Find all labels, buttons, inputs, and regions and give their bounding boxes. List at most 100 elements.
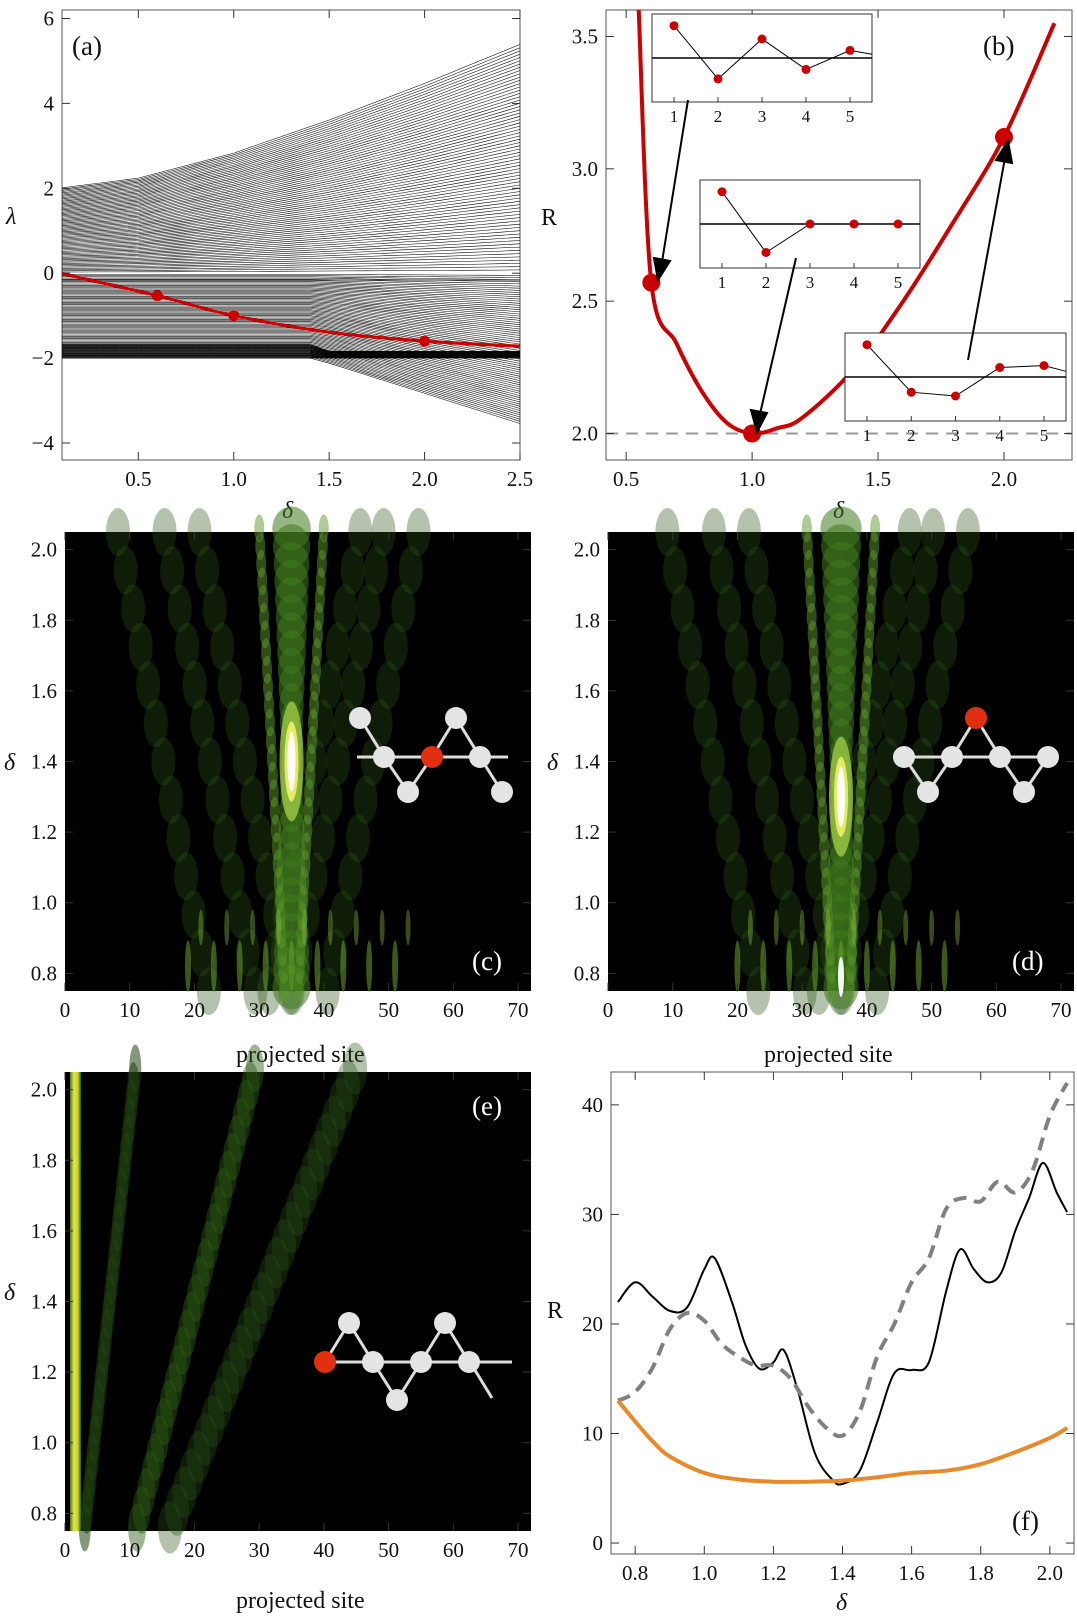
upper-band-line: [61, 256, 521, 268]
x-tick-label: 70: [508, 998, 529, 1022]
inset-tick-label: 5: [846, 107, 855, 126]
heatmap-blob: [202, 584, 227, 633]
heatmap-blob: [184, 940, 191, 993]
y-tick-label: 0: [44, 261, 55, 285]
heatmap-blob: [286, 1183, 311, 1236]
inset-marker: [862, 340, 872, 350]
y-tick-label: 3.0: [572, 157, 598, 181]
heatmap-blob: [173, 1326, 192, 1375]
heatmap-blob: [670, 584, 695, 633]
heatmap-blob: [353, 909, 359, 946]
heatmap-blob: [921, 508, 946, 556]
heatmap-blob: [146, 1432, 165, 1481]
upper-band-line: [61, 253, 521, 267]
upper-band-line: [61, 207, 521, 250]
panel-f-label: (f): [1012, 1506, 1039, 1536]
inset-marker: [845, 45, 855, 55]
heatmap-blob: [200, 1395, 225, 1448]
lower-band-line: [62, 296, 521, 315]
lower-band-dense: [62, 351, 520, 356]
heatmap-blob: [777, 890, 802, 939]
upper-band-line: [61, 240, 521, 262]
panel-c: 0 10 20 30 40 50 60 70 0.8 1.0 1.2 1.4 1.6 1.8 2.0 (c)…: [4, 506, 531, 1068]
heatmap-blob: [915, 940, 922, 993]
upper-band-line: [61, 142, 521, 225]
heatmap-blob: [341, 661, 366, 709]
x-tick-label: 30: [249, 998, 270, 1022]
lower-band-line: [62, 331, 521, 377]
panel-e-heatmap: [78, 1042, 368, 1554]
lower-band-line: [62, 297, 521, 317]
lattice-site: [445, 707, 467, 729]
heatmap-blob: [948, 546, 973, 595]
upper-band-line: [61, 70, 521, 198]
heatmap-blob: [353, 775, 378, 824]
upper-band-line: [61, 135, 521, 223]
heatmap-blob: [287, 731, 296, 792]
heatmap-blob: [182, 661, 207, 709]
y-tick-label: 1.6: [31, 1219, 57, 1243]
lattice-site: [373, 746, 395, 768]
inset-tick-label: 4: [850, 273, 859, 292]
inset-marker: [717, 187, 727, 197]
lower-band-line: [62, 283, 521, 293]
heatmap-blob: [264, 1236, 289, 1289]
lattice-site: [458, 1351, 480, 1373]
inset-tick-label: 2: [907, 426, 916, 445]
x-tick-label: 40: [856, 998, 877, 1022]
y-tick-label: 1.4: [31, 1290, 58, 1314]
lower-band-line: [62, 338, 521, 390]
heatmap-blob: [254, 514, 265, 543]
lower-band-line: [62, 337, 521, 388]
heatmap-blob: [356, 584, 381, 633]
x-tick-label: 1.8: [968, 1561, 994, 1585]
lower-band-line: [62, 336, 521, 386]
heatmap-blob: [348, 622, 373, 671]
heatmap-blob: [760, 940, 767, 993]
lower-band-line: [62, 294, 521, 313]
heatmap-blob: [228, 890, 253, 939]
heatmap-blob: [166, 814, 191, 862]
heatmap-blob: [196, 1238, 215, 1287]
x-tick-label: 10: [119, 1538, 140, 1562]
y-tick-label: 2.0: [572, 422, 598, 446]
inset-tick-label: 1: [670, 107, 679, 126]
upper-band-line: [61, 80, 521, 202]
upper-band-line: [61, 93, 521, 207]
y-tick-label: 30: [582, 1202, 603, 1226]
heatmap-blob: [205, 1203, 224, 1252]
upper-band-line: [61, 86, 521, 204]
heatmap-blob: [837, 766, 845, 827]
heatmap-blob: [198, 909, 204, 946]
lattice-site: [1013, 781, 1035, 803]
heatmap-blob: [348, 508, 373, 556]
heatmap-blob: [186, 1430, 211, 1483]
upper-band-line: [61, 181, 521, 240]
lower-band-dense: [62, 347, 520, 354]
upper-band-line: [61, 217, 521, 253]
heatmap-blob: [209, 1185, 228, 1234]
heatmap-blob: [731, 890, 756, 939]
heatmap-blob: [164, 1362, 183, 1411]
inset-marker: [801, 64, 811, 74]
heatmap-blob: [177, 1309, 196, 1358]
lower-band-line: [62, 322, 521, 362]
lower-band-dense: [62, 349, 520, 355]
heatmap-blob: [655, 508, 680, 556]
heatmap-blob: [918, 699, 943, 748]
heatmap-blob: [181, 890, 206, 939]
inset-marker: [713, 74, 723, 84]
heatmap-blob: [326, 737, 351, 786]
heatmap-blob: [321, 1095, 346, 1148]
heatmap-blob: [774, 699, 799, 748]
x-tick-label: 70: [1051, 998, 1072, 1022]
lower-band-line: [62, 315, 521, 349]
heatmap-blob: [248, 814, 273, 862]
heatmap-blob: [318, 514, 329, 543]
heatmap-blob: [300, 1148, 325, 1201]
heatmap-blob: [105, 508, 130, 556]
panel-c-lattice-icon: [349, 707, 513, 803]
heatmap-blob: [392, 940, 399, 993]
heatmap-blob: [366, 940, 373, 993]
